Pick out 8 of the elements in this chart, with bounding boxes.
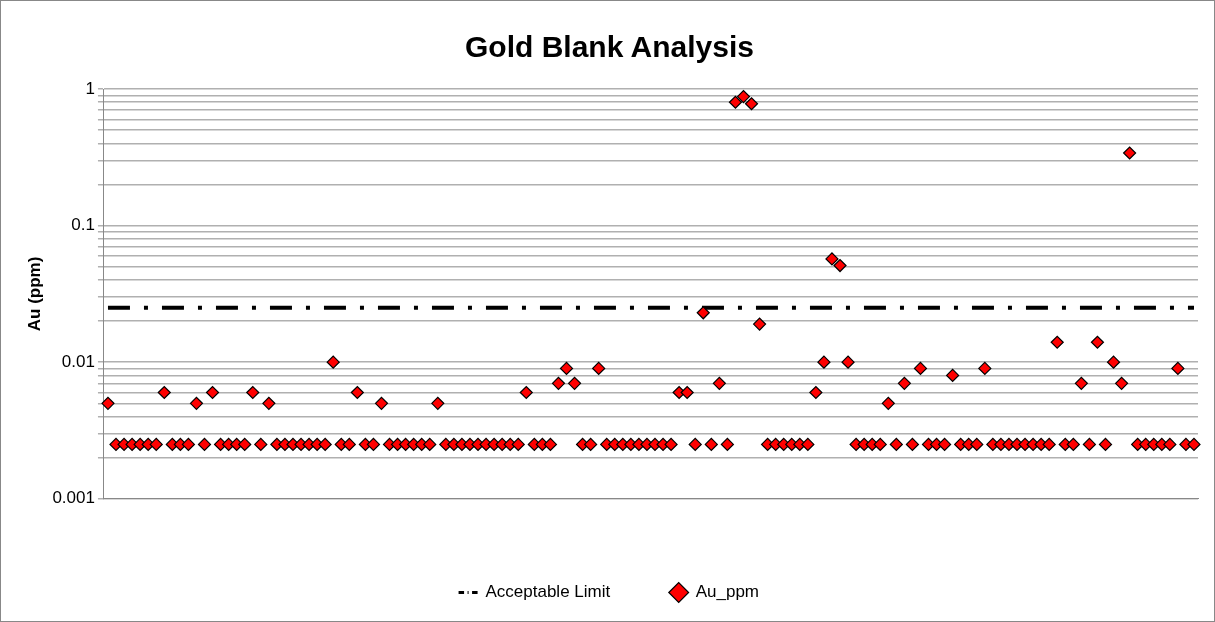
y-tick-label: 0.001 bbox=[52, 488, 95, 508]
y-tick-label: 1 bbox=[85, 78, 95, 98]
legend-label: Au_ppm bbox=[695, 582, 760, 602]
legend-label: Acceptable Limit bbox=[485, 582, 611, 602]
y-axis-title: Au (ppm) bbox=[24, 256, 44, 332]
chart-title: Gold Blank Analysis bbox=[465, 30, 754, 64]
y-tick-label: 0.01 bbox=[61, 351, 95, 371]
y-tick-label: 0.1 bbox=[71, 215, 95, 235]
